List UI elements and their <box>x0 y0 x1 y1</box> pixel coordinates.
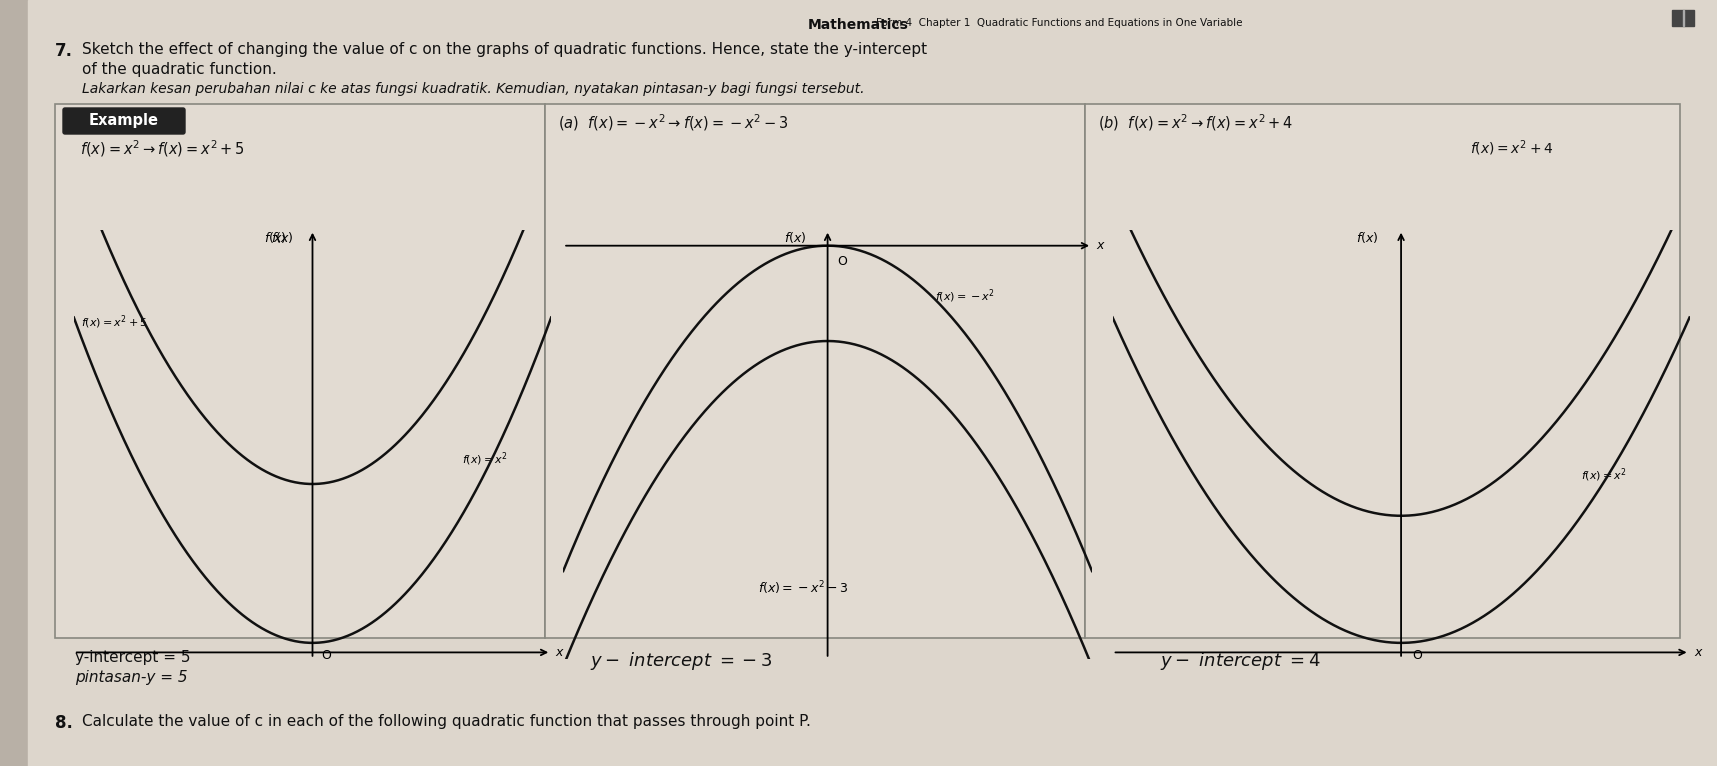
Text: y-intercept = 5: y-intercept = 5 <box>76 650 191 665</box>
Text: Lakarkan kesan perubahan nilai c ke atas fungsi kuadratik. Kemudian, nyatakan pi: Lakarkan kesan perubahan nilai c ke atas… <box>82 82 864 96</box>
Text: $y - $ intercept $= 4$: $y - $ intercept $= 4$ <box>1161 650 1320 672</box>
Text: Calculate the value of c in each of the following quadratic function that passes: Calculate the value of c in each of the … <box>82 714 810 729</box>
Text: $f(x)=-x^2-3$: $f(x)=-x^2-3$ <box>757 579 848 597</box>
Text: Form 4  Chapter 1  Quadratic Functions and Equations in One Variable: Form 4 Chapter 1 Quadratic Functions and… <box>876 18 1243 28</box>
Text: O: O <box>321 650 331 663</box>
FancyBboxPatch shape <box>64 108 185 134</box>
Text: $y-$ intercept $=-3$: $y-$ intercept $=-3$ <box>591 650 773 672</box>
Text: Example: Example <box>89 113 160 129</box>
Text: pintasan-y = 5: pintasan-y = 5 <box>76 670 187 685</box>
Text: $f(x) = x^2 + 5$: $f(x) = x^2 + 5$ <box>81 314 148 332</box>
Text: 8.: 8. <box>55 714 72 732</box>
Text: $x$: $x$ <box>1095 239 1106 252</box>
Text: $x$: $x$ <box>555 646 565 659</box>
Text: O: O <box>1411 650 1422 663</box>
Text: $f(x)=x^2+4$: $f(x)=x^2+4$ <box>1470 138 1554 158</box>
Text: $f(x) = x^2$: $f(x) = x^2$ <box>1581 466 1628 484</box>
Text: $f(x)$: $f(x)$ <box>1356 230 1379 245</box>
Bar <box>0 0 27 766</box>
Text: $f(x) = x^2 \rightarrow f(x) = x^2 + 5$: $f(x) = x^2 \rightarrow f(x) = x^2 + 5$ <box>81 138 246 159</box>
Text: $f(x) = -x^2$: $f(x) = -x^2$ <box>936 287 994 305</box>
Text: Mathematics: Mathematics <box>807 18 908 32</box>
Bar <box>1672 10 1695 26</box>
Text: Sketch the effect of changing the value of c on the graphs of quadratic function: Sketch the effect of changing the value … <box>82 42 927 57</box>
Text: $f(x)$: $f(x)$ <box>271 230 294 245</box>
Bar <box>55 104 544 638</box>
Text: $f(x)$: $f(x)$ <box>264 230 287 245</box>
Text: $(a)$  $f(x) = -x^2 \rightarrow f(x) = -x^2 - 3$: $(a)$ $f(x) = -x^2 \rightarrow f(x) = -x… <box>558 112 788 133</box>
Bar <box>544 104 1085 638</box>
Text: $f(x)$: $f(x)$ <box>785 230 807 245</box>
Text: 7.: 7. <box>55 42 74 60</box>
Bar <box>1085 104 1679 638</box>
Text: $f(x) = x^2$: $f(x) = x^2$ <box>462 450 508 468</box>
Text: $(b)$  $f(x) = x^2 \rightarrow f(x) = x^2 + 4$: $(b)$ $f(x) = x^2 \rightarrow f(x) = x^2… <box>1097 112 1293 133</box>
Text: $x$: $x$ <box>1695 646 1703 659</box>
Text: O: O <box>838 255 848 268</box>
Text: of the quadratic function.: of the quadratic function. <box>82 62 276 77</box>
